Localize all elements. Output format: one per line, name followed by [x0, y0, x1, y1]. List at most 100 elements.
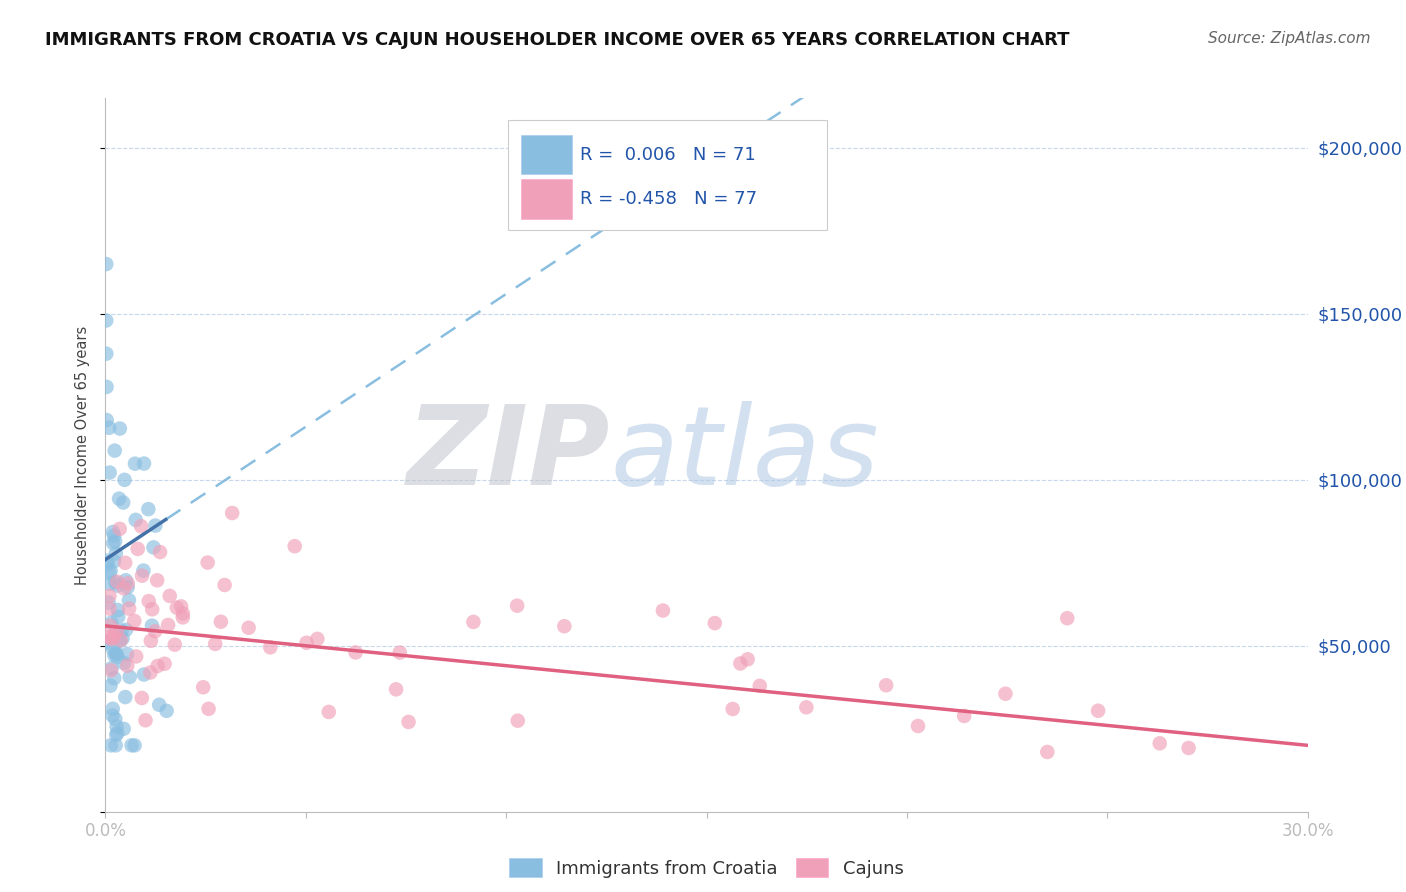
Point — [97, 557, 120, 571]
Point — [108, 421, 131, 435]
Point — [105, 726, 128, 740]
Point — [121, 739, 143, 753]
Point — [506, 714, 529, 728]
Point — [105, 578, 128, 592]
Point — [953, 709, 976, 723]
Point — [125, 513, 148, 527]
Point — [1036, 745, 1059, 759]
Point — [193, 681, 215, 695]
Text: R = -0.458   N = 77: R = -0.458 N = 77 — [581, 191, 758, 209]
Point — [103, 631, 125, 645]
Point — [100, 679, 122, 693]
Point — [115, 647, 138, 661]
Point — [259, 640, 281, 655]
Point — [156, 704, 179, 718]
Point — [114, 473, 136, 487]
Point — [100, 615, 122, 630]
FancyBboxPatch shape — [508, 120, 827, 230]
Point — [114, 556, 136, 570]
Point — [115, 623, 138, 637]
Point — [108, 633, 131, 648]
Point — [105, 574, 128, 589]
Point — [146, 574, 169, 588]
Point — [103, 628, 125, 642]
Point — [98, 576, 121, 591]
Point — [139, 665, 162, 680]
Point — [132, 564, 155, 578]
Point — [104, 646, 127, 660]
Point — [204, 637, 226, 651]
Point — [994, 687, 1017, 701]
Point — [101, 702, 124, 716]
Point — [1177, 741, 1199, 756]
Point — [463, 615, 485, 629]
Point — [118, 670, 141, 684]
Point — [112, 722, 135, 736]
Point — [131, 690, 153, 705]
Point — [284, 539, 307, 553]
Point — [98, 421, 121, 435]
Point — [143, 518, 166, 533]
Point — [112, 656, 135, 670]
Point — [125, 649, 148, 664]
Point — [141, 602, 163, 616]
Point — [398, 714, 420, 729]
Point — [98, 630, 121, 644]
Point — [103, 671, 125, 685]
Point — [98, 566, 121, 580]
Point — [142, 541, 165, 555]
Point — [307, 632, 329, 646]
Point — [388, 646, 411, 660]
Point — [118, 593, 141, 607]
Point — [796, 700, 818, 714]
Text: R =  0.006   N = 71: R = 0.006 N = 71 — [581, 146, 756, 164]
Point — [143, 624, 166, 639]
Point — [104, 712, 127, 726]
Point — [108, 491, 131, 506]
Point — [98, 589, 121, 603]
Point — [96, 636, 118, 650]
Point — [104, 575, 127, 590]
Point — [318, 705, 340, 719]
Point — [148, 698, 170, 712]
Point — [101, 642, 124, 657]
Point — [98, 618, 121, 632]
Point — [122, 614, 145, 628]
Point — [875, 678, 897, 692]
Point — [385, 682, 408, 697]
Point — [553, 619, 575, 633]
Point — [209, 615, 232, 629]
Point — [166, 600, 188, 615]
Point — [110, 624, 132, 638]
Text: atlas: atlas — [610, 401, 879, 508]
Point — [157, 618, 180, 632]
Text: IMMIGRANTS FROM CROATIA VS CAJUN HOUSEHOLDER INCOME OVER 65 YEARS CORRELATION CH: IMMIGRANTS FROM CROATIA VS CAJUN HOUSEHO… — [45, 31, 1070, 49]
Point — [100, 632, 122, 646]
FancyBboxPatch shape — [522, 135, 572, 175]
Point — [101, 536, 124, 550]
Point — [108, 522, 131, 536]
Point — [149, 545, 172, 559]
Point — [721, 702, 744, 716]
Point — [135, 713, 157, 727]
Point — [96, 347, 118, 361]
Point — [103, 648, 125, 663]
Point — [112, 582, 135, 596]
Point — [114, 690, 136, 704]
Point — [139, 633, 162, 648]
Point — [107, 610, 129, 624]
Point — [112, 495, 135, 509]
Point — [105, 647, 128, 661]
Point — [118, 601, 141, 615]
Point — [101, 524, 124, 539]
Point — [295, 636, 318, 650]
Point — [132, 667, 155, 681]
Point — [129, 519, 152, 533]
Point — [214, 578, 236, 592]
Point — [197, 702, 219, 716]
Point — [115, 658, 138, 673]
Point — [98, 601, 121, 615]
Point — [221, 506, 243, 520]
Point — [103, 554, 125, 568]
Point — [110, 633, 132, 648]
